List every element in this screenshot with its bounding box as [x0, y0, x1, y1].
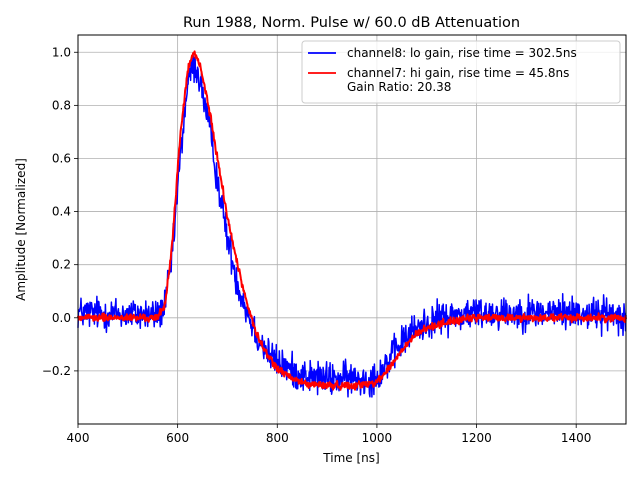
x-tick-label: 800: [266, 431, 289, 445]
plot-frame: [77, 34, 627, 425]
y-tick-label: 0.6: [52, 151, 71, 165]
legend-box: [301, 40, 621, 104]
x-axis-ticks: 400 600 800 1000 1200 1400: [67, 424, 592, 445]
x-tick-label: 1400: [561, 431, 592, 445]
series-line-2: [77, 50, 627, 391]
y-tick-label: 0.2: [52, 258, 71, 272]
legend-label: Gain Ratio: 20.38: [347, 80, 451, 94]
series-lines: [77, 50, 627, 398]
legend: channel8: lo gain, rise time = 302.5ns ch…: [301, 40, 621, 104]
x-tick-label: 1000: [362, 431, 393, 445]
x-axis-label: Time [ns]: [322, 451, 379, 465]
y-axis-label: Amplitude [Normalized]: [14, 158, 28, 301]
legend-label: channel7: hi gain, rise time = 45.8ns: [347, 66, 569, 80]
series-line-1: [77, 54, 627, 398]
y-tick-label: 1.0: [52, 45, 71, 59]
x-tick-label: 600: [166, 431, 189, 445]
x-tick-label: 1200: [461, 431, 492, 445]
x-tick-label: 400: [67, 431, 90, 445]
y-tick-label: 0.0: [52, 311, 71, 325]
legend-label: channel8: lo gain, rise time = 302.5ns: [347, 46, 577, 60]
chart-title: Run 1988, Norm. Pulse w/ 60.0 dB Attenua…: [183, 15, 520, 31]
y-tick-label: 0.8: [52, 98, 71, 112]
y-axis-ticks: −0.2 0.0 0.2 0.4 0.6 0.8 1.0: [42, 45, 78, 378]
y-tick-label: −0.2: [42, 364, 71, 378]
y-tick-label: 0.4: [52, 205, 71, 219]
